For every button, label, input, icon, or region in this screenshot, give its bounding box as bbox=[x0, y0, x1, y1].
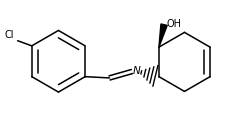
Text: Cl: Cl bbox=[5, 30, 14, 40]
Text: OH: OH bbox=[166, 19, 181, 29]
Polygon shape bbox=[158, 24, 166, 47]
Text: N: N bbox=[132, 66, 140, 76]
